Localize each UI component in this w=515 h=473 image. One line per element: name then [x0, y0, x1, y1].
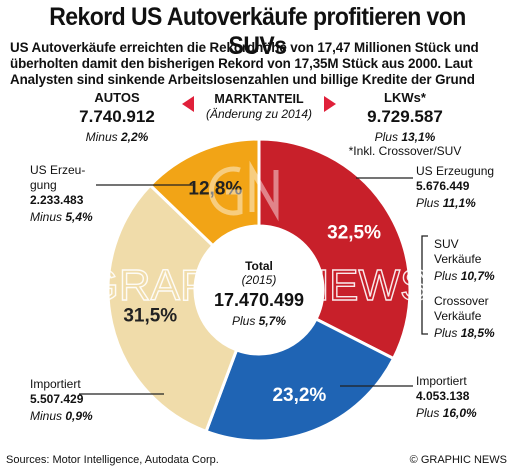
autos-header: AUTOS 7.740.912 Minus 2,2%: [72, 90, 162, 144]
pct-label-us-production-autos: 12,8%: [188, 178, 242, 199]
page-title: Rekord US Autoverkäufe profitieren von S…: [49, 3, 466, 60]
lkws-change: Plus 13,1%: [374, 130, 436, 144]
sources-footer: Sources: Motor Intelligence, Autodata Co…: [6, 454, 219, 466]
autos-value: 7.740.912: [79, 107, 155, 126]
market-share-header: MARKTANTEIL (Änderung zu 2014): [192, 92, 326, 121]
slice-imported-autos: [106, 183, 239, 434]
label-us-production-lkws: US Erzeugung 5.676.449 Plus 11,1%: [416, 164, 495, 210]
credit-footer: © GRAPHIC NEWS: [409, 454, 507, 466]
total-value: 17.470.499: [213, 290, 305, 310]
pct-label-imported-autos: 31,5%: [123, 306, 177, 327]
watermark-text: GRAPHIC NEWS: [85, 261, 430, 310]
right-arrow-icon: [324, 96, 336, 112]
left-arrow-icon: [182, 96, 194, 112]
total-change: Plus 5,7%: [231, 314, 287, 328]
label-imported-lkws: Importiert 4.053.138 Plus 16,0%: [416, 374, 477, 420]
label-crossover: Crossover Verkäufe Plus 18,5%: [434, 294, 495, 340]
bracket-lkws-breakdown: [421, 235, 428, 335]
pct-label-us-production-lkws: 32,5%: [327, 223, 381, 244]
pct-label-imported-lkws: 23,2%: [272, 385, 326, 406]
lkws-header: LKWs* 9.729.587 Plus 13,1% *Inkl. Crosso…: [330, 90, 480, 158]
market-share-note: (Änderung zu 2014): [205, 107, 313, 121]
slice-us-production-autos: [148, 137, 261, 248]
label-us-production-autos: US Erzeu- gung 2.233.483 Minus 5,4%: [30, 163, 93, 224]
autos-label: AUTOS: [94, 90, 140, 105]
lkws-value: 9.729.587: [367, 107, 443, 126]
slice-imported-lkws: [204, 317, 396, 443]
total-year: (2015): [241, 273, 277, 287]
graphic-news-logo: [208, 160, 279, 222]
subtitle: US Autoverkäufe erreichten die Rekordhöh…: [10, 40, 479, 87]
lkws-label: LKWs*: [384, 90, 426, 105]
lkws-footnote: *Inkl. Crossover/SUV: [348, 144, 462, 158]
label-imported-autos: Importiert 5.507.429 Minus 0,9%: [30, 377, 93, 423]
label-suv: SUV Verkäufe Plus 10,7%: [434, 237, 495, 283]
slice-us-production-lkws: [257, 137, 412, 361]
market-share-label: MARKTANTEIL: [214, 92, 304, 106]
total-label: Total: [245, 259, 273, 273]
autos-change: Minus 2,2%: [85, 130, 149, 144]
total-block: Total (2015) 17.470.499 Plus 5,7%: [199, 259, 319, 328]
